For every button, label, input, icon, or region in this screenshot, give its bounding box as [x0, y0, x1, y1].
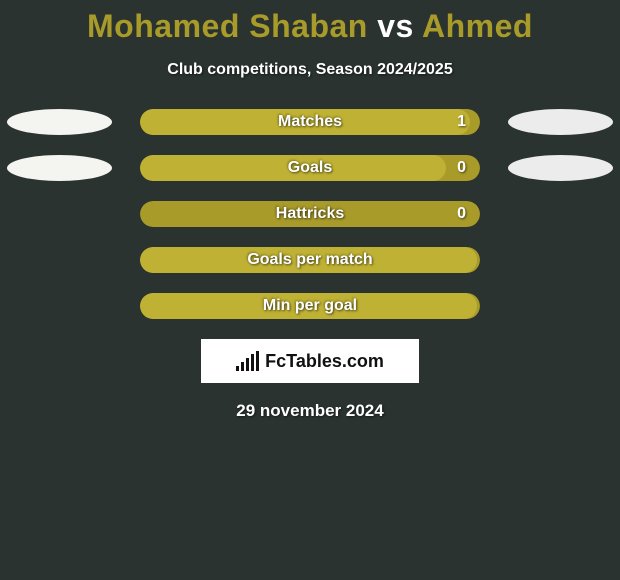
brand-text: FcTables.com [265, 351, 384, 372]
stat-bar: Matches 1 [140, 109, 480, 135]
stat-bar: Goals 0 [140, 155, 480, 181]
left-ellipse [7, 109, 112, 135]
stat-rows: Matches 1 Goals 0 Hattricks 0 Goals per match M… [0, 109, 620, 319]
stat-bar: Goals per match [140, 247, 480, 273]
stat-label: Matches [278, 113, 342, 131]
chart-icon [236, 351, 259, 371]
brand-badge: FcTables.com [201, 339, 419, 383]
stat-label: Min per goal [263, 297, 357, 315]
stat-row: Goals 0 [0, 155, 620, 181]
brand-suffix: Tables.com [286, 351, 384, 371]
stat-row: Goals per match [0, 247, 620, 273]
date-text: 29 november 2024 [0, 401, 620, 421]
stat-bar: Hattricks 0 [140, 201, 480, 227]
player1-name: Mohamed Shaban [87, 8, 368, 44]
stat-row: Hattricks 0 [0, 201, 620, 227]
stat-bar: Min per goal [140, 293, 480, 319]
right-ellipse [508, 109, 613, 135]
right-ellipse [508, 155, 613, 181]
stat-row: Min per goal [0, 293, 620, 319]
stat-value: 0 [457, 159, 466, 177]
comparison-title: Mohamed Shaban vs Ahmed [0, 0, 620, 45]
stat-row: Matches 1 [0, 109, 620, 135]
stat-value: 1 [457, 113, 466, 131]
stat-value: 0 [457, 205, 466, 223]
stat-label: Hattricks [276, 205, 344, 223]
stat-label: Goals per match [247, 251, 372, 269]
left-ellipse [7, 155, 112, 181]
subtitle: Club competitions, Season 2024/2025 [0, 61, 620, 79]
player2-name: Ahmed [422, 8, 533, 44]
stat-label: Goals [288, 159, 332, 177]
brand-prefix: Fc [265, 351, 286, 371]
vs-text: vs [377, 8, 414, 44]
